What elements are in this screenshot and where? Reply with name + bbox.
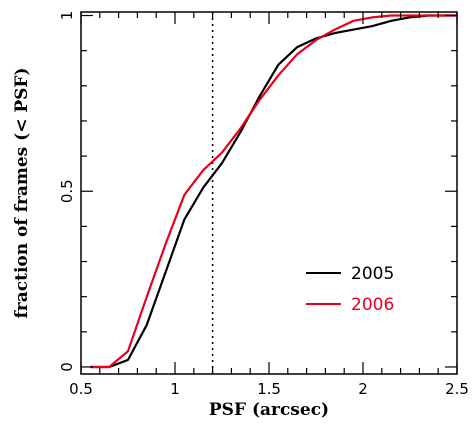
x-tick-label: 2.5 (445, 380, 469, 398)
x-tick-label: 1.5 (257, 380, 281, 398)
y-axis-label: fraction of frames (< PSF) (12, 67, 32, 318)
legend-label-2006: 2006 (351, 295, 394, 315)
series-line-2005 (90, 14, 457, 369)
axis-ticks (80, 12, 458, 374)
y-tick-label: 0 (58, 362, 76, 372)
legend-label-2005: 2005 (351, 264, 394, 284)
legend: 2005 2006 (306, 264, 394, 315)
y-tick-label: 0.5 (58, 179, 76, 203)
x-tick-label: 2 (358, 380, 368, 398)
series-line-2006 (90, 14, 457, 369)
plot-content (90, 12, 457, 374)
plot-frame (80, 11, 458, 375)
axis-tick-labels: 0.5 1 1.5 2 2.5 0 0.5 1 (58, 11, 469, 398)
y-tick-label: 1 (58, 11, 76, 21)
x-axis-label: PSF (arcsec) (209, 400, 329, 420)
x-tick-label: 1 (170, 380, 180, 398)
x-tick-label: 0.5 (69, 380, 93, 398)
